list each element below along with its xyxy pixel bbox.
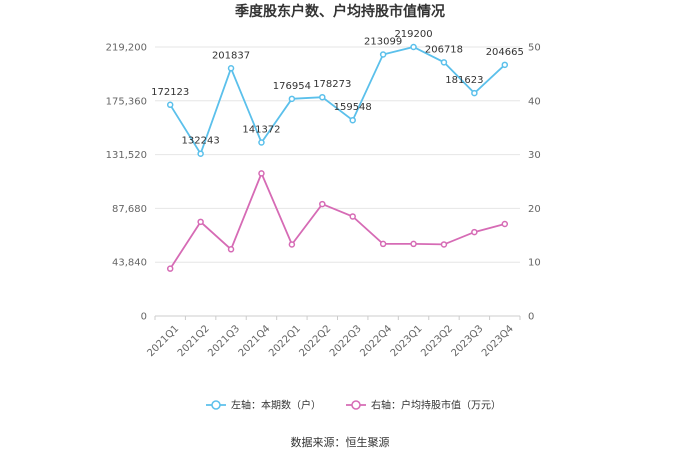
left-tick-label: 131,520	[106, 150, 147, 161]
left-tick-label: 219,200	[106, 43, 147, 54]
data-label: 178273	[313, 79, 351, 90]
data-point	[349, 213, 356, 220]
data-point	[410, 43, 417, 51]
right-tick-label: 20	[528, 204, 541, 215]
data-point	[227, 65, 235, 72]
data-point	[166, 265, 174, 272]
x-tick-label: 2021Q2	[176, 323, 212, 359]
data-point	[471, 228, 478, 236]
data-point	[410, 240, 417, 248]
x-tick-label: 2022Q3	[328, 323, 364, 359]
x-tick-label: 2021Q3	[206, 323, 242, 359]
data-point	[166, 101, 174, 109]
x-tick-label: 2022Q2	[298, 323, 334, 359]
right-axis-ticks: 0 10 20 30 40 50	[528, 43, 541, 323]
x-tick-label: 2023Q2	[419, 323, 455, 359]
right-tick-label: 30	[528, 150, 541, 161]
data-point	[349, 116, 356, 124]
data-point	[379, 240, 387, 248]
data-label: 213099	[364, 36, 402, 47]
right-tick-label: 10	[528, 258, 541, 269]
data-label: 132243	[182, 136, 220, 147]
left-tick-label: 0	[141, 312, 147, 323]
left-tick-label: 175,360	[106, 96, 147, 107]
data-point	[258, 170, 265, 177]
data-label: 159548	[334, 102, 372, 113]
legend-item[interactable]: 左轴：本期数（户）	[206, 399, 321, 412]
data-point	[440, 59, 448, 66]
left-tick-label: 43,840	[112, 258, 147, 269]
x-tick-label: 2023Q3	[450, 323, 486, 359]
data-point	[501, 220, 509, 228]
legend-label: 左轴：本期数（户）	[231, 399, 321, 412]
data-point	[227, 246, 235, 253]
data-label: 201837	[212, 50, 250, 61]
data-point	[288, 241, 296, 248]
data-point	[197, 218, 204, 226]
right-tick-label: 50	[528, 43, 541, 54]
legend-item[interactable]: 右轴：户均持股市值（万元）	[346, 399, 501, 412]
data-source: 数据来源：恒生聚源	[291, 435, 390, 449]
legend[interactable]: 左轴：本期数（户） 右轴：户均持股市值（万元）	[206, 399, 501, 412]
series-layer: 172123 132243 201837 141372 176954 178273 1595…	[151, 29, 524, 272]
data-point	[440, 241, 448, 248]
x-tick-label: 2022Q4	[358, 323, 394, 359]
legend-marker	[211, 400, 221, 410]
data-label: 219200	[394, 29, 432, 40]
x-tick-label: 2022Q1	[267, 323, 303, 359]
data-label: 204665	[486, 47, 524, 58]
left-tick-label: 87,680	[112, 204, 147, 215]
legend-marker	[351, 400, 361, 410]
right-tick-label: 0	[528, 312, 534, 323]
data-point	[501, 61, 509, 69]
right-tick-label: 40	[528, 96, 541, 107]
data-point	[197, 150, 204, 157]
data-point	[319, 93, 326, 101]
left-axis-ticks: 0 43,840 87,680 131,520 175,360 219,200	[106, 43, 147, 323]
series-line	[169, 46, 506, 156]
series-line	[169, 171, 506, 270]
data-label: 206718	[425, 44, 463, 55]
x-tick-label: 2023Q1	[389, 323, 425, 359]
x-tick-label: 2021Q4	[237, 323, 273, 359]
chart-title: 季度股东户数、户均持股市值情况	[234, 3, 445, 20]
x-tick-label: 2021Q1	[145, 323, 181, 359]
data-label: 141372	[242, 125, 280, 136]
x-tick-label: 2023Q4	[480, 323, 516, 359]
data-point	[319, 200, 326, 208]
x-axis-ticks: 2021Q12021Q22021Q32021Q42022Q12022Q22022…	[145, 316, 521, 359]
data-point	[379, 51, 387, 58]
data-point	[288, 95, 296, 103]
data-point	[471, 89, 478, 97]
data-point	[258, 139, 265, 146]
legend-label: 右轴：户均持股市值（万元）	[371, 399, 501, 412]
data-label: 181623	[445, 75, 483, 86]
data-label: 176954	[273, 81, 311, 92]
data-label: 172123	[151, 87, 189, 98]
